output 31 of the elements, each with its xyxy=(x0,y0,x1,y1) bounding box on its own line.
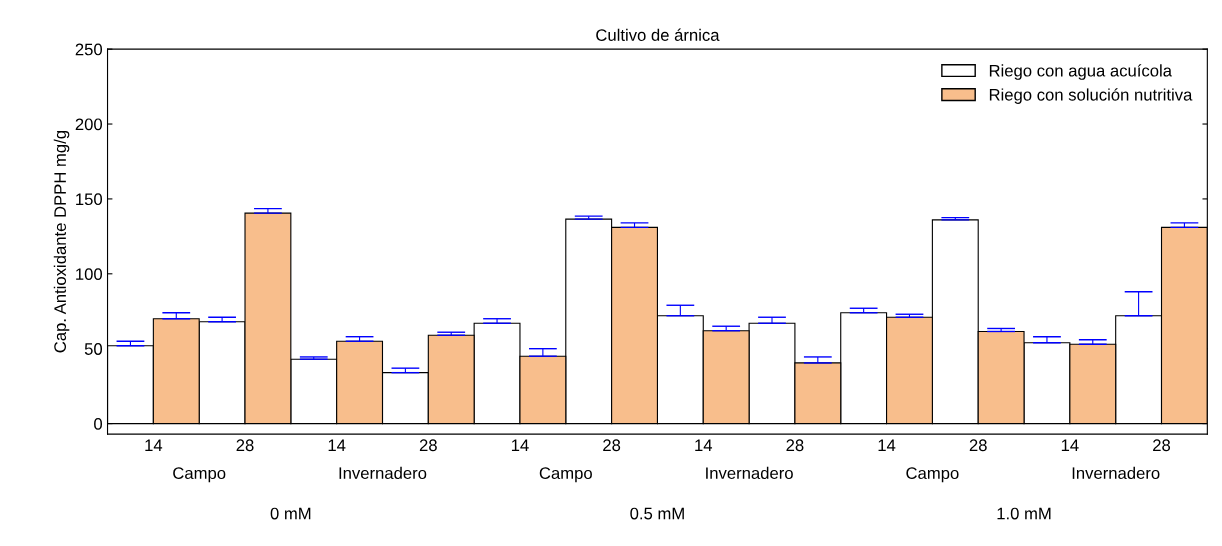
x-tick-label: 14 xyxy=(511,439,529,452)
text: Invernadero xyxy=(706,466,793,480)
x-tick-label: 14 xyxy=(1061,439,1079,452)
y-tick-label: 200 xyxy=(75,118,103,131)
y-tick-label: 100 xyxy=(76,268,103,281)
x-tick-label: 28 xyxy=(786,439,804,452)
y-tick-label: 50 xyxy=(84,343,103,355)
legend-label: Riego con solución nutritiva xyxy=(989,88,1193,104)
text: 1.0 mM xyxy=(997,507,1051,520)
text: Campo xyxy=(539,467,592,483)
text: Campo xyxy=(906,467,959,483)
chart-title: Cultivo de árnica xyxy=(596,28,720,41)
text: Invernadero xyxy=(339,466,427,480)
y-tick-label: 0 xyxy=(94,417,103,430)
x-tick-label: 14 xyxy=(878,439,896,452)
x-tick-label: 14 xyxy=(145,439,163,452)
text: 0.5 mM xyxy=(630,507,684,520)
legend-label: Riego con agua acuícola xyxy=(989,64,1172,80)
y-tick-label: 150 xyxy=(76,193,103,206)
text: Campo xyxy=(173,467,226,483)
x-tick-label: 28 xyxy=(236,439,254,452)
y-tick-label: 250 xyxy=(75,43,103,56)
x-tick-label: 28 xyxy=(1153,439,1171,452)
x-tick-label: 14 xyxy=(695,439,713,452)
x-tick-label: 28 xyxy=(603,439,621,452)
y-axis-title: Cap. Antioxidante DPPH mg/g xyxy=(53,131,70,353)
x-tick-label: 14 xyxy=(328,439,346,452)
x-tick-label: 28 xyxy=(969,439,987,452)
text: 0 mM xyxy=(270,507,311,520)
text: Invernadero xyxy=(1072,466,1160,480)
x-tick-label: 28 xyxy=(419,439,437,452)
